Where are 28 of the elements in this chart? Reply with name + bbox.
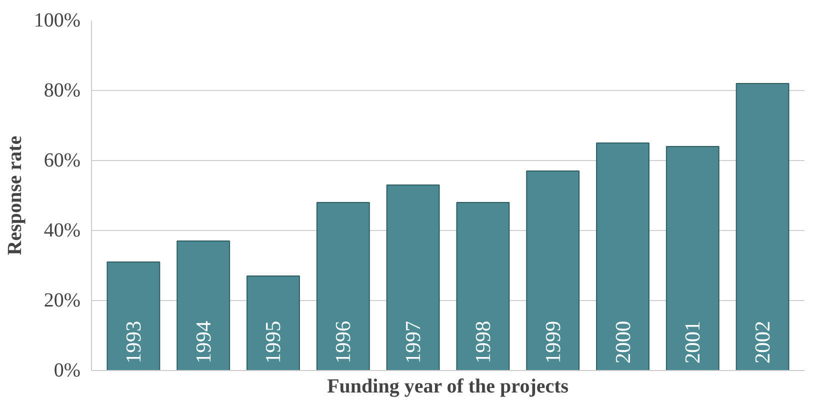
- x-tick-label: 1995: [261, 320, 286, 364]
- bar: [246, 276, 300, 370]
- bar: [386, 184, 440, 370]
- x-tick-label: 1993: [121, 320, 146, 364]
- bar: [596, 142, 650, 370]
- x-tick-label: 1998: [470, 320, 495, 364]
- bar: [666, 146, 720, 370]
- x-tick-label: 1997: [401, 320, 426, 364]
- x-tick-label: 1994: [191, 320, 216, 364]
- y-tick-label: 0%: [54, 360, 81, 382]
- y-axis-title: Response rate: [4, 136, 26, 256]
- y-tick-label: 80%: [44, 80, 81, 102]
- x-tick-label: 1999: [540, 320, 565, 364]
- bar: [736, 83, 790, 370]
- y-tick-label: 100%: [34, 10, 81, 32]
- x-axis-title: Funding year of the projects: [327, 376, 569, 398]
- y-tick-label: 40%: [44, 220, 81, 242]
- x-tick-label: 2002: [750, 320, 775, 364]
- x-tick-label: 2000: [610, 320, 635, 364]
- bar: [456, 202, 510, 370]
- y-tick-label: 60%: [44, 150, 81, 172]
- bar: [526, 170, 580, 370]
- bar: [176, 240, 230, 370]
- bar: [106, 262, 160, 370]
- x-tick-label: 1996: [331, 320, 356, 364]
- bar: [316, 202, 370, 370]
- y-tick-label: 20%: [44, 290, 81, 312]
- x-tick-label: 2001: [680, 320, 705, 364]
